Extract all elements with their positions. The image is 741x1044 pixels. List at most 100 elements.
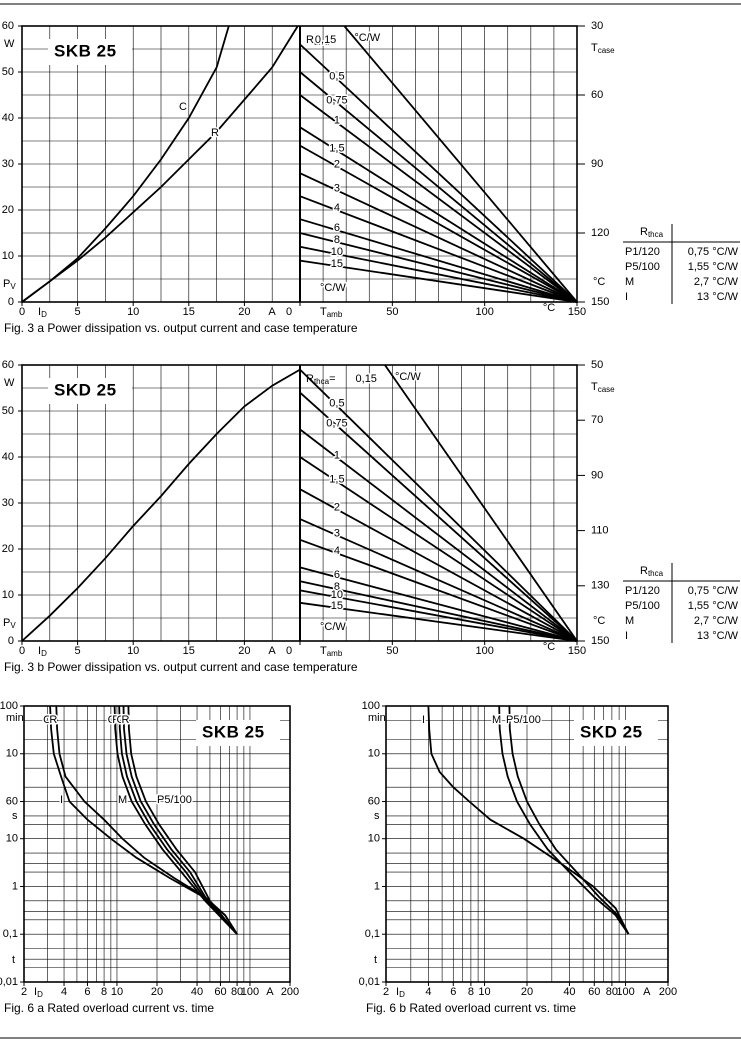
y-tick-label: 100 bbox=[362, 700, 380, 712]
rth-line bbox=[343, 25, 578, 303]
curve-annotation: I bbox=[422, 714, 425, 726]
t-tick-label: 150 bbox=[568, 645, 586, 657]
y2-tick-label: 150 bbox=[591, 635, 609, 647]
y2-tick-label: 90 bbox=[591, 158, 603, 170]
y-tick-label: 0,01 bbox=[359, 976, 380, 988]
badge-box bbox=[196, 720, 280, 746]
y-axis-label: t bbox=[12, 954, 15, 966]
y-tick-label: 0,1 bbox=[365, 928, 380, 940]
x-tick-label: 0 bbox=[19, 645, 25, 657]
x-axis-label: ID bbox=[34, 986, 43, 999]
badge-box bbox=[48, 378, 132, 404]
curve-label: R bbox=[211, 127, 219, 139]
t-tick-label: 150 bbox=[568, 306, 586, 318]
x-unit: A bbox=[643, 986, 651, 998]
x-tick-label: 200 bbox=[281, 986, 299, 998]
y2-axis-label: Tcase bbox=[591, 42, 615, 55]
rth-line bbox=[299, 126, 578, 303]
x-tick-label: 8 bbox=[468, 986, 474, 998]
x-axis-label: ID bbox=[38, 306, 47, 319]
t-tick-label: 0 bbox=[286, 645, 292, 657]
rth-line bbox=[299, 368, 578, 642]
y-tick-label: 10 bbox=[368, 748, 380, 760]
rth-line bbox=[299, 580, 578, 642]
y-tick-label: 40 bbox=[2, 451, 14, 463]
y2-unit: °C bbox=[593, 276, 605, 288]
x-tick-label: 5 bbox=[75, 645, 81, 657]
x-tick-label: 60 bbox=[588, 986, 600, 998]
y-tick-label: 50 bbox=[2, 66, 14, 78]
rth-line bbox=[299, 589, 578, 642]
rth-line bbox=[299, 172, 578, 303]
overload-curve bbox=[508, 705, 630, 935]
rth-line-label: 0,15 bbox=[356, 373, 377, 385]
rth-line-label: 15 bbox=[331, 258, 343, 270]
y-tick-label: 50 bbox=[2, 405, 14, 417]
t-tick-label: 50 bbox=[386, 645, 398, 657]
x-tick-label: 4 bbox=[425, 986, 431, 998]
x-tick-label: 2 bbox=[383, 986, 389, 998]
rth-line-label: 0,5 bbox=[329, 71, 344, 83]
curve-annotation: P5/100 bbox=[506, 714, 541, 726]
x-tick-label: 15 bbox=[183, 306, 195, 318]
rth-line bbox=[299, 456, 578, 642]
y-tick-label: 60 bbox=[2, 20, 14, 32]
curve-label: R bbox=[112, 714, 120, 726]
x-axis-label: ID bbox=[38, 645, 47, 658]
y2-tick-label: 150 bbox=[591, 296, 609, 308]
rth-line bbox=[299, 259, 578, 303]
rth-line-label: 4 bbox=[334, 545, 340, 557]
table-cell: P1/120 bbox=[625, 585, 660, 597]
y2-unit: °C bbox=[593, 615, 605, 627]
table-cell: 1,55 °C/W bbox=[688, 600, 739, 612]
x-unit: A bbox=[266, 986, 274, 998]
rth-line bbox=[299, 195, 578, 303]
rth-line-label: 3 bbox=[334, 182, 340, 194]
x-axis-label-main: I bbox=[34, 986, 37, 998]
t-tick-label: 100 bbox=[475, 645, 493, 657]
table-header-sub: thca bbox=[648, 569, 664, 578]
rth-line bbox=[299, 566, 578, 642]
x-axis-label-main: I bbox=[38, 645, 41, 657]
rth-unit: °C/W bbox=[320, 282, 346, 294]
rth-label-sub: thca bbox=[314, 38, 330, 47]
x-tick-label: 40 bbox=[563, 986, 575, 998]
y-axis-label-sub: V bbox=[10, 282, 16, 291]
curve-label: C bbox=[179, 101, 187, 113]
y-unit: s bbox=[374, 810, 380, 822]
rth-line bbox=[299, 144, 578, 303]
x-tick-label: 2 bbox=[21, 986, 27, 998]
x-tick-label: 80 bbox=[231, 986, 243, 998]
power-curve bbox=[21, 25, 299, 303]
table-header: Rthca bbox=[640, 226, 664, 239]
rth-line-label: 1,5 bbox=[329, 473, 344, 485]
x-axis-label-sub: D bbox=[41, 649, 47, 658]
y2-axis-label-sub: case bbox=[598, 385, 615, 394]
overload-curve bbox=[113, 705, 238, 935]
table-header-main: R bbox=[640, 226, 648, 238]
overload-curve bbox=[427, 705, 630, 935]
table-cell: M bbox=[625, 276, 634, 288]
rth-line bbox=[299, 538, 578, 642]
x-tick-label: 10 bbox=[478, 986, 490, 998]
y-tick-label: 0 bbox=[8, 296, 14, 308]
rth-line-label: 1,5 bbox=[329, 142, 344, 154]
y2-axis-label-sub: case bbox=[598, 46, 615, 55]
x-unit: A bbox=[268, 306, 276, 318]
y-axis-label-main: P bbox=[3, 617, 10, 629]
rth-label-suffix: = bbox=[329, 34, 335, 46]
rth-line-label: 2 bbox=[334, 501, 340, 513]
x-axis-label-sub: D bbox=[37, 990, 43, 999]
curve-annotation: M bbox=[118, 794, 127, 806]
rth-line bbox=[299, 94, 578, 303]
y-tick-label: 60 bbox=[6, 795, 18, 807]
x-tick-label: 100 bbox=[241, 986, 259, 998]
x-tick-label: 6 bbox=[450, 986, 456, 998]
rth-label-sub: thca bbox=[314, 377, 330, 386]
y-tick-label: 40 bbox=[2, 112, 14, 124]
t-axis-label-sub: amb bbox=[327, 310, 343, 319]
y-tick-label: 1 bbox=[12, 880, 18, 892]
rth-line-label: 4 bbox=[334, 202, 340, 214]
rth-line bbox=[299, 488, 578, 642]
